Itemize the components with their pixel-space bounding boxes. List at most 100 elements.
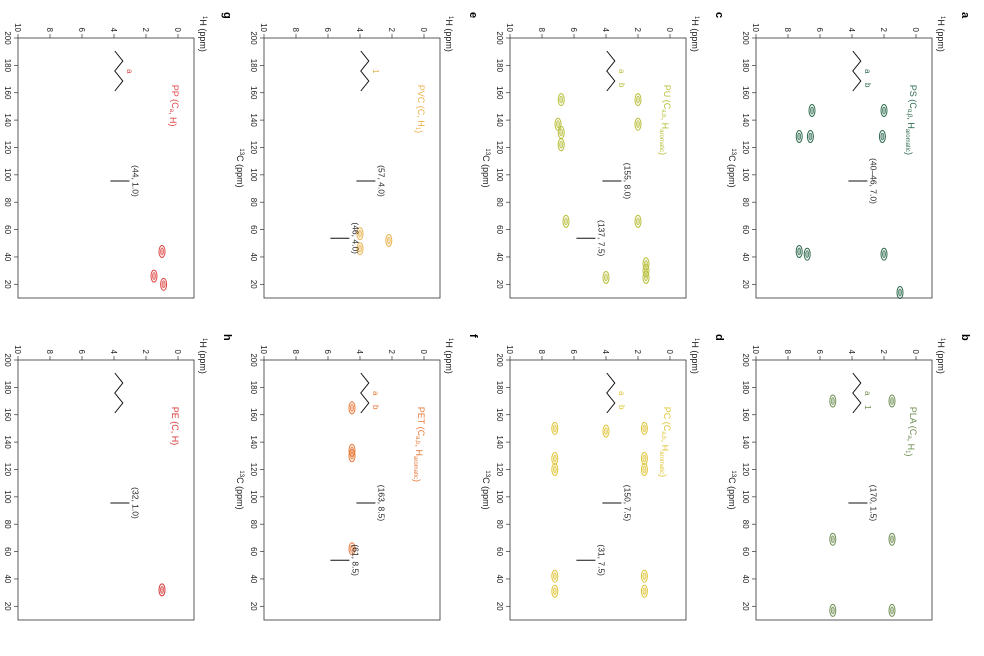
panel-title: PC (Ca,b, Haromatic): [658, 407, 672, 477]
h-tick-label: 4: [109, 350, 118, 355]
c-tick-label: 40: [249, 252, 258, 261]
c-axis-title: 13C (ppm): [235, 470, 245, 509]
panel-letter: f: [467, 334, 479, 338]
peak-core: [552, 587, 557, 596]
panel-title: PET (Ca,b, Haromatic): [412, 407, 426, 482]
plot-frame: [17, 37, 195, 299]
c-tick-label: 160: [3, 408, 12, 422]
panel-title: PVC (C, H1): [414, 85, 426, 133]
structure-label: a: [863, 391, 872, 396]
peak-contour: [356, 242, 364, 256]
c-tick-label: 20: [495, 602, 504, 611]
c-tick-label: 200: [495, 353, 504, 367]
structure-label: b: [617, 405, 626, 410]
h-tick-label: 2: [141, 350, 150, 355]
c-tick-label: 20: [249, 280, 258, 289]
c-tick-label: 60: [495, 225, 504, 234]
peak-core: [830, 397, 835, 405]
peak-contour: [878, 130, 886, 144]
structure-backbone: [114, 50, 124, 92]
peak-contour: [562, 214, 570, 228]
h-tick-label: 10: [259, 23, 268, 32]
peak-annotation: (32, 1.0): [130, 487, 140, 519]
h-axis-title: 1H (ppm): [690, 338, 700, 374]
peak-core: [559, 140, 564, 149]
c-tick-label: 80: [741, 520, 750, 529]
h-tick-label: 0: [911, 350, 920, 355]
peak-contour: [634, 93, 642, 107]
structure-label: b: [617, 83, 626, 88]
h-tick-label: 6: [815, 28, 824, 33]
peak-annotation: (150, 7.5): [622, 485, 632, 522]
c-tick-label: 20: [741, 280, 750, 289]
peak-core: [161, 280, 166, 289]
c-tick-label: 100: [249, 490, 258, 504]
h-tick-label: 0: [665, 350, 674, 355]
h-tick-label: 2: [633, 28, 642, 33]
h-tick-label: 8: [291, 350, 300, 355]
h-tick-label: 10: [13, 345, 22, 354]
c-tick-label: 120: [741, 463, 750, 477]
peak-annotation: (163, 8.5): [376, 485, 386, 522]
peak-core: [642, 424, 647, 433]
peak-core: [358, 229, 362, 238]
h-tick-label: 4: [847, 350, 856, 355]
peak-contour: [880, 104, 888, 118]
peak-contour: [888, 532, 896, 546]
peak-core: [898, 288, 902, 297]
h-tick-label: 0: [173, 350, 182, 355]
panel-g: g1H (ppm)10 8 6 4 2 0200180160140120100806040…: [3, 12, 233, 299]
peak-core: [160, 247, 164, 256]
h-tick-label: 0: [419, 350, 428, 355]
c-tick-label: 180: [249, 59, 258, 73]
peak-core: [552, 465, 557, 474]
c-tick-label: 100: [3, 490, 12, 504]
structure-backbone: [114, 372, 124, 414]
panel-letter: b: [959, 334, 971, 341]
structure-label: 1: [863, 405, 872, 410]
peak-core: [797, 132, 802, 141]
peak-core: [890, 535, 894, 544]
peak-contour: [640, 452, 648, 466]
h-tick-label: 6: [815, 350, 824, 355]
h-axis-title: 1H (ppm): [444, 338, 454, 374]
c-tick-label: 60: [249, 547, 258, 556]
peak-contour: [356, 227, 364, 241]
peak-contour: [551, 421, 559, 435]
c-tick-label: 60: [741, 225, 750, 234]
peak-annotation: (61, 8.5): [350, 544, 360, 576]
h-tick-label: 4: [601, 28, 610, 33]
peak-core: [552, 572, 557, 581]
peak-annotation: (57, 4.0): [376, 165, 386, 197]
c-tick-label: 60: [249, 225, 258, 234]
c-tick-label: 80: [495, 520, 504, 529]
h-axis-title: 1H (ppm): [198, 16, 208, 52]
peak-core: [604, 427, 608, 435]
peak-core: [890, 397, 894, 405]
c-tick-label: 180: [249, 381, 258, 395]
c-tick-label: 180: [3, 381, 12, 395]
peak-core: [636, 95, 640, 104]
c-tick-label: 200: [741, 31, 750, 45]
peak-contour: [640, 421, 648, 435]
structure-label: a: [863, 69, 872, 74]
structure-backbone: [606, 50, 616, 92]
h-tick-label: 0: [173, 28, 182, 33]
panel-letter: e: [467, 12, 479, 18]
c-tick-label: 160: [741, 86, 750, 100]
h-axis-title: 1H (ppm): [444, 16, 454, 52]
panel-a: a1H (ppm)10 8 6 4 2 0200180160140120100806040…: [727, 12, 971, 300]
peak-core: [386, 236, 391, 245]
c-tick-label: 140: [249, 435, 258, 449]
peak-core: [559, 95, 564, 104]
peak-contour: [557, 138, 565, 152]
c-tick-label: 140: [3, 113, 12, 127]
peak-contour: [557, 93, 565, 107]
h-axis-title: 1H (ppm): [936, 338, 946, 374]
h-tick-label: 6: [77, 350, 86, 355]
peak-core: [604, 273, 608, 282]
plot-frame: [509, 359, 687, 621]
panel-b: b1H (ppm)10 8 6 4 2 0200180160140120100806040…: [727, 334, 971, 621]
c-tick-label: 60: [741, 547, 750, 556]
peak-contour: [642, 257, 650, 271]
